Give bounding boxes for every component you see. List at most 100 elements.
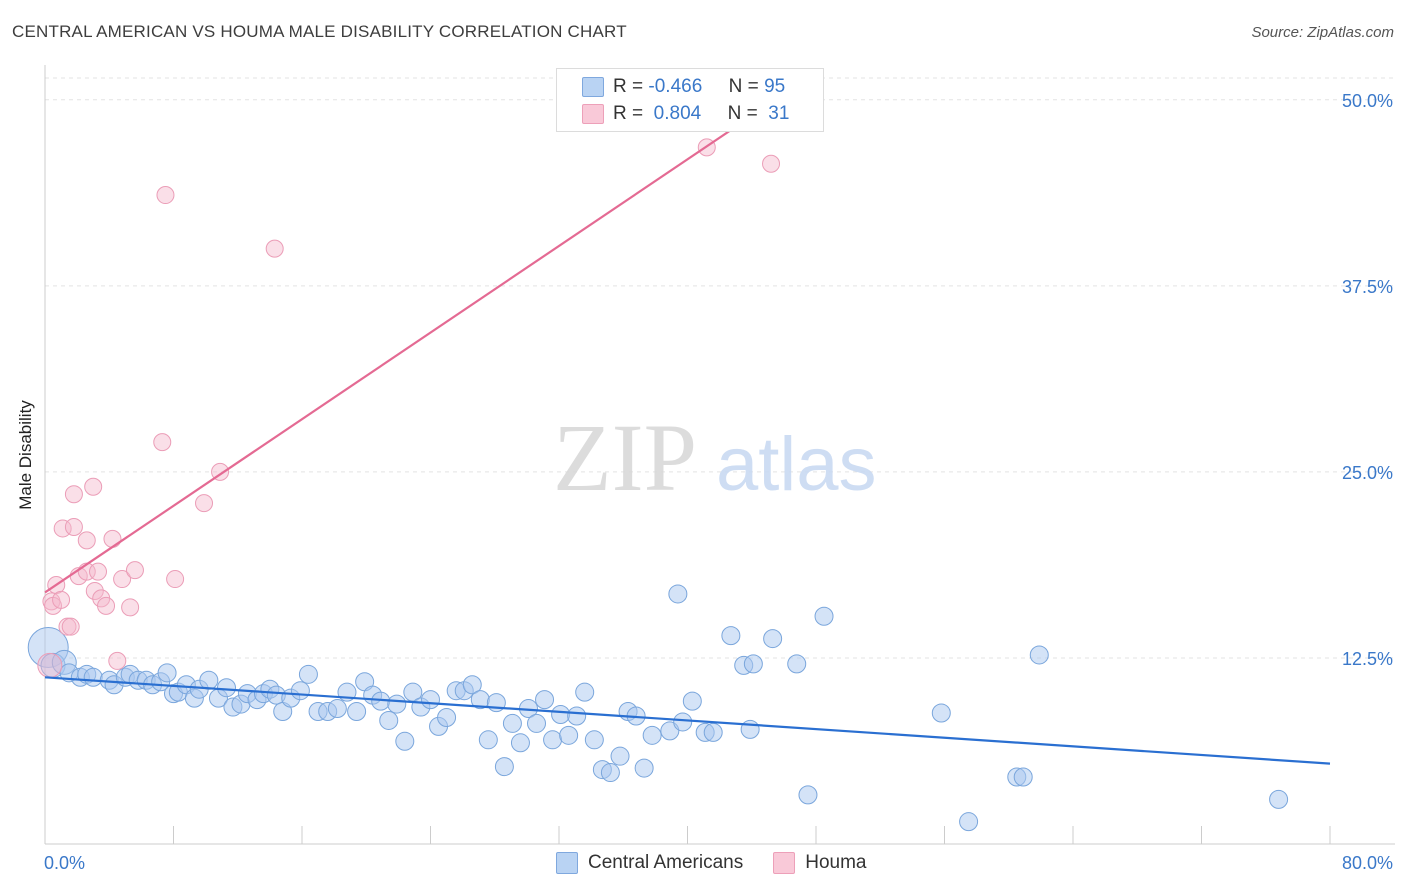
tick-labels: 12.5% 25.0% 37.5% 50.0% 0.0% 80.0%	[44, 91, 1393, 873]
legend-r-value: -0.466	[648, 76, 703, 97]
central-americans-point	[437, 707, 457, 727]
watermark: ZIP atlas	[553, 404, 877, 511]
central-americans-point	[703, 722, 723, 742]
houma-point	[89, 562, 108, 581]
houma-point	[166, 570, 185, 589]
central-americans-point	[682, 691, 702, 711]
houma-point	[85, 581, 104, 600]
central-americans-point	[478, 730, 498, 750]
watermark-atlas: atlas	[716, 422, 877, 507]
trend-lines	[44, 98, 1331, 765]
series-legend-houma: Houma	[773, 852, 866, 874]
central-americans-point	[673, 712, 693, 732]
legend-n-label: N =	[728, 76, 759, 97]
central-americans-point	[668, 584, 688, 604]
source-note: Source: ZipAtlas.com	[1251, 24, 1394, 41]
houma-point	[52, 590, 71, 609]
legend-n-label: N =	[727, 103, 758, 124]
houma-point	[121, 598, 140, 617]
legend-swatch-pink	[582, 104, 604, 124]
legend-n-value: 95	[764, 76, 786, 97]
legend-r-label: R =	[613, 76, 644, 97]
central-americans-point	[743, 654, 763, 674]
central-americans-point	[379, 710, 399, 730]
central-americans-point	[395, 731, 415, 751]
central-americans-point	[543, 730, 563, 750]
central-americans-point	[1029, 645, 1049, 665]
central-americans-point	[740, 719, 760, 739]
central-americans-point	[567, 706, 587, 726]
houma-point	[762, 154, 781, 173]
x-tick-label-max: 80.0%	[1342, 853, 1393, 873]
watermark-zip: ZIP	[553, 404, 697, 511]
central-americans-point	[610, 746, 630, 766]
houma-point	[64, 517, 83, 536]
central-americans-trend-line	[44, 676, 1331, 765]
houma-point	[53, 519, 72, 538]
axes	[44, 65, 1395, 845]
houma-point	[64, 485, 83, 504]
central-americans-point	[535, 690, 555, 710]
central-americans-point	[1013, 767, 1033, 787]
central-americans-point	[510, 733, 530, 753]
series-swatch-blue	[556, 852, 578, 874]
central-americans-point	[584, 730, 604, 750]
central-americans-point	[421, 690, 440, 710]
central-americans-point	[157, 663, 177, 683]
central-americans-point	[462, 675, 482, 695]
houma-point	[265, 239, 284, 258]
series-legend: Central Americans Houma	[556, 852, 896, 874]
central-americans-point	[551, 705, 571, 725]
central-americans-point	[559, 725, 579, 745]
legend-n-value: 31	[768, 103, 790, 124]
central-americans-point	[1269, 789, 1289, 809]
legend-r-label: R =	[613, 103, 644, 124]
central-americans-point	[347, 702, 367, 722]
legend-r-value: 0.804	[653, 103, 702, 124]
chart-title: CENTRAL AMERICAN VS HOUMA MALE DISABILIT…	[12, 22, 627, 41]
central-americans-point	[600, 763, 620, 783]
houma-point	[97, 596, 116, 615]
central-americans-point	[634, 758, 654, 778]
y-tick-label: 12.5%	[1342, 649, 1393, 669]
grid-lines	[45, 77, 1395, 659]
y-tick-label: 50.0%	[1342, 91, 1393, 111]
legend-row-central-americans: R = -0.466 N = 95	[582, 75, 786, 99]
houma-point	[108, 651, 127, 670]
houma-point	[84, 477, 103, 496]
central-americans-point	[721, 626, 741, 646]
central-americans-point	[494, 757, 514, 777]
central-americans-point	[931, 703, 951, 723]
central-americans-point	[787, 654, 807, 674]
y-tick-label: 37.5%	[1342, 277, 1393, 297]
houma-points	[37, 138, 781, 678]
central-americans-points	[27, 584, 1289, 832]
y-tick-label: 25.0%	[1342, 463, 1393, 483]
legend-swatch-blue	[582, 77, 604, 97]
series-label: Central Americans	[588, 852, 744, 873]
central-americans-point	[814, 606, 834, 626]
correlation-legend: R = -0.466 N = 95 R = 0.804 N = 31	[556, 68, 824, 132]
series-legend-central-americans: Central Americans	[556, 852, 743, 874]
central-americans-point	[387, 694, 407, 714]
houma-point	[125, 561, 144, 580]
houma-point	[156, 186, 175, 205]
houma-point	[153, 433, 172, 452]
central-americans-point	[327, 699, 347, 719]
central-americans-point	[527, 713, 547, 733]
legend-row-houma: R = 0.804 N = 31	[582, 102, 790, 126]
central-americans-point	[298, 664, 318, 684]
central-americans-point	[642, 725, 662, 745]
houma-point	[37, 652, 63, 678]
central-americans-point	[502, 713, 522, 733]
houma-point	[61, 617, 80, 636]
houma-point	[103, 529, 122, 548]
central-americans-point	[575, 682, 595, 702]
central-americans-point	[217, 678, 237, 698]
houma-point	[113, 570, 132, 589]
houma-point	[195, 494, 214, 513]
central-americans-point	[290, 681, 310, 701]
series-swatch-pink	[773, 852, 796, 874]
central-americans-point	[199, 670, 219, 690]
